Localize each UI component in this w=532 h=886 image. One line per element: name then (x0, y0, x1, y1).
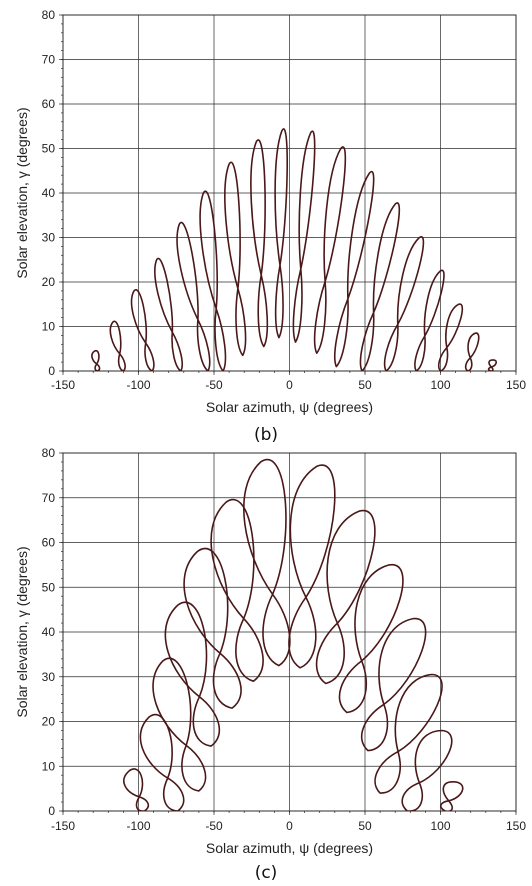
analemma-series (91, 128, 497, 371)
analemma-curve (292, 130, 316, 343)
x-axis-label: Solar azimuth, ψ (degrees) (206, 840, 373, 856)
analemma-curve (139, 713, 185, 811)
analemma-curve (152, 657, 207, 792)
x-tick-label: 0 (286, 819, 293, 833)
y-tick-label: 10 (42, 759, 56, 773)
y-tick-label: 60 (42, 97, 56, 111)
analemma-curve (91, 349, 101, 371)
x-axis-label: Solar azimuth, ψ (degrees) (206, 399, 373, 415)
analemma-curve (123, 768, 150, 811)
analemma-curve (374, 673, 443, 794)
y-tick-label: 50 (42, 580, 56, 594)
x-tick-label: 0 (286, 378, 293, 392)
analemma-curve (313, 146, 347, 354)
x-tick-label: 50 (358, 819, 372, 833)
x-tick-label: -100 (126, 819, 150, 833)
y-tick-label: 80 (42, 8, 56, 22)
grid (59, 14, 517, 375)
x-tick-label: 150 (506, 819, 526, 833)
analemma-curve (334, 170, 375, 368)
y-tick-label: 70 (42, 53, 56, 67)
plot-frame (62, 452, 517, 812)
analemma-curve (130, 289, 155, 371)
analemma-curve (383, 236, 425, 371)
x-tick-label: 100 (430, 378, 450, 392)
analemma-curve (360, 617, 427, 752)
analemma-curve (154, 257, 183, 371)
analemma-curve (199, 190, 227, 371)
analemma-curve (176, 221, 211, 371)
analemma-curve (437, 303, 464, 371)
y-tick-label: 50 (42, 142, 56, 156)
analemma-curve (243, 458, 291, 667)
panel-label: (c) (255, 863, 278, 883)
analemma-curve (414, 269, 445, 371)
x-tick-label: -150 (51, 378, 75, 392)
analemma-curve (439, 781, 464, 811)
analemma-curve (338, 564, 404, 714)
x-tick-label: 100 (430, 819, 450, 833)
analemma-curve (315, 510, 376, 685)
analemma-curve (164, 601, 221, 747)
x-tick-label: -150 (51, 819, 75, 833)
x-tick-label: -100 (126, 378, 150, 392)
y-tick-label: 30 (42, 231, 56, 245)
panel-c: -150 -100 -50 0 50 100 150 0 10 20 30 40 50 60 70 80 Sol… (14, 446, 526, 883)
y-tick-label: 80 (42, 446, 56, 460)
y-tick-label: 70 (42, 491, 56, 505)
y-tick-label: 40 (42, 186, 56, 200)
analemma-curve (224, 161, 247, 357)
y-tick-label: 20 (42, 715, 56, 729)
analemma-curve (109, 320, 126, 371)
y-tick-label: 10 (42, 320, 56, 334)
analemma-curve (487, 359, 497, 371)
analemma-curve (401, 729, 453, 811)
panel-b: -150 -100 -50 0 50 100 150 0 10 20 30 40 50 60 70 80 Sol… (14, 8, 526, 445)
analemma-curve (210, 498, 264, 682)
plot-frame (62, 14, 517, 372)
x-tick-label: 150 (506, 378, 526, 392)
x-tick-label: -50 (205, 819, 223, 833)
panel-label: (b) (254, 425, 278, 445)
y-tick-label: 30 (42, 670, 56, 684)
grid (59, 452, 517, 815)
analemma-curve (250, 139, 269, 348)
y-axis-label: Solar elevation, γ (degrees) (14, 107, 30, 278)
analemma-curve (274, 128, 289, 339)
analemma-curve (288, 464, 336, 669)
analemma-curve (464, 332, 480, 371)
y-tick-label: 20 (42, 275, 56, 289)
y-tick-label: 60 (42, 536, 56, 550)
y-axis-label: Solar elevation, γ (degrees) (14, 546, 30, 717)
x-tick-label: -50 (205, 378, 223, 392)
x-tick-label: 50 (358, 378, 372, 392)
y-tick-label: 0 (48, 804, 55, 818)
analemma-curve (183, 547, 242, 709)
analemma-series (123, 458, 464, 811)
y-tick-label: 40 (42, 625, 56, 639)
y-tick-label: 0 (48, 364, 55, 378)
analemma-curve (359, 202, 401, 371)
